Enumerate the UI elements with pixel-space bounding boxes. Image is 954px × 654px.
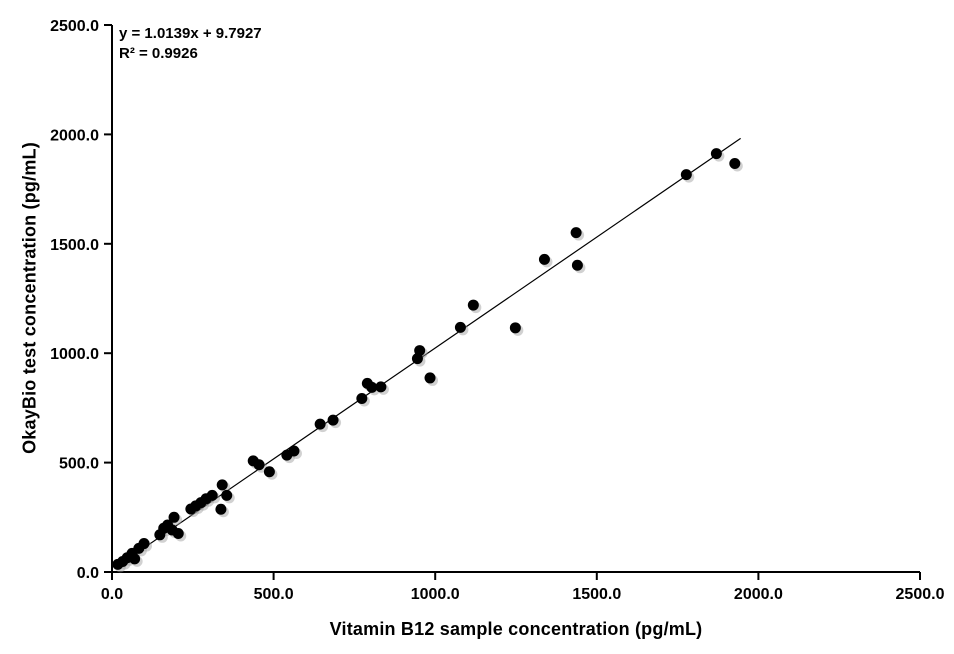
data-point — [467, 299, 479, 311]
data-point — [454, 321, 466, 333]
data-point — [263, 466, 275, 478]
data-point — [172, 527, 184, 539]
data-point — [253, 459, 265, 471]
data-point — [680, 169, 692, 181]
x-tick-label: 2000.0 — [734, 586, 783, 603]
data-point — [571, 259, 583, 271]
data-point — [538, 253, 550, 265]
data-point — [215, 503, 227, 515]
x-tick-label: 2500.0 — [896, 586, 945, 603]
data-point — [129, 553, 141, 565]
y-tick-label: 500.0 — [59, 456, 99, 473]
data-point — [570, 227, 582, 239]
x-tick-label: 1000.0 — [411, 586, 460, 603]
data-point — [327, 414, 339, 426]
trendline-r-squared: R² = 0.9926 — [119, 45, 198, 62]
y-tick-label: 1000.0 — [50, 346, 99, 363]
y-tick-label: 2000.0 — [50, 127, 99, 144]
x-axis-title: Vitamin B12 sample concentration (pg/mL) — [329, 619, 703, 639]
data-point — [414, 345, 426, 357]
data-point — [138, 538, 150, 550]
data-point — [375, 381, 387, 393]
data-point — [314, 418, 326, 430]
data-point — [168, 511, 180, 523]
data-point — [509, 322, 521, 334]
x-tick-label: 1500.0 — [572, 586, 621, 603]
data-point — [729, 158, 741, 170]
data-point — [216, 479, 228, 491]
x-tick-label: 500.0 — [254, 586, 294, 603]
data-point — [424, 372, 436, 384]
y-tick-label: 2500.0 — [50, 18, 99, 35]
data-point — [206, 489, 218, 501]
y-axis-title: OkayBio test concentration (pg/mL) — [19, 142, 40, 454]
data-point — [710, 148, 722, 160]
x-tick-label: 0.0 — [101, 586, 123, 603]
data-point — [288, 445, 300, 457]
data-point — [356, 392, 368, 404]
trendline-equation: y = 1.0139x + 9.7927 — [119, 25, 262, 42]
data-point — [366, 381, 378, 393]
data-point — [221, 489, 233, 501]
trendline-annotation: y = 1.0139x + 9.7927 R² = 0.9926 — [119, 24, 262, 64]
y-tick-label: 0.0 — [77, 565, 99, 582]
y-tick-label: 1500.0 — [50, 237, 99, 254]
